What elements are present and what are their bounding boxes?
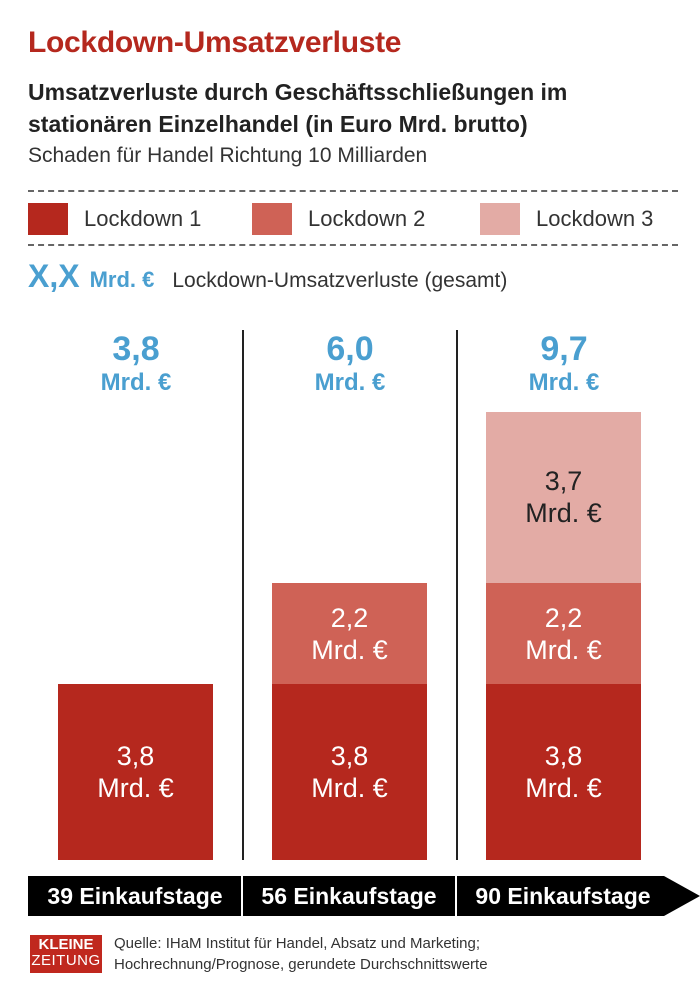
- category-label-3: 90 Einkaufstage: [475, 882, 651, 909]
- total-value: 6,0: [326, 330, 374, 368]
- data-label-unit: Mrd. €: [311, 773, 388, 804]
- source-line-2: Hochrechnung/Prognose, gerundete Durchsc…: [114, 956, 488, 973]
- legend-swatch-lockdown-2: [252, 203, 292, 235]
- category-label-2: 56 Einkaufstage: [261, 882, 437, 909]
- total-key-label: Lockdown-Umsatzverluste (gesamt): [172, 269, 508, 292]
- total-key-unit: Mrd. €: [89, 267, 155, 292]
- total-label-1: 3,8 Mrd. €: [56, 330, 216, 398]
- bar-segment-1-lockdown-1: 3,8 Mrd. €: [58, 684, 213, 860]
- total-key-symbol: X,X: [28, 258, 80, 294]
- data-label-unit: Mrd. €: [311, 634, 388, 665]
- legend-item-lockdown-2: Lockdown 2: [252, 202, 425, 236]
- column-divider-2: [456, 330, 458, 860]
- data-label-value: 2,2: [544, 602, 583, 633]
- data-label-unit: Mrd. €: [525, 634, 602, 665]
- data-label-value: 3,8: [544, 741, 583, 772]
- chart-note: Schaden für Handel Richtung 10 Milliarde…: [28, 144, 428, 167]
- bar-segment-2-lockdown-1: 3,8 Mrd. €: [272, 684, 427, 860]
- total-legend-key: X,X Mrd. € Lockdown-Umsatzverluste (gesa…: [28, 258, 507, 295]
- data-label-value: 3,7: [544, 466, 583, 497]
- source-note: Quelle: IHaM Institut für Handel, Absatz…: [114, 933, 488, 975]
- legend-swatch-lockdown-3: [480, 203, 520, 235]
- total-unit: Mrd. €: [100, 369, 172, 396]
- legend-label-lockdown-2: Lockdown 2: [308, 206, 426, 231]
- data-label-value: 2,2: [330, 602, 369, 633]
- logo-line-1: KLEINE: [38, 936, 94, 953]
- total-value: 9,7: [540, 330, 588, 368]
- total-label-2: 6,0 Mrd. €: [270, 330, 430, 398]
- chart-title: Lockdown-Umsatzverluste: [28, 26, 402, 59]
- kleine-zeitung-logo: KLEINE ZEITUNG: [30, 935, 102, 973]
- timeline-arrow-shape: [28, 876, 700, 916]
- data-label-unit: Mrd. €: [525, 773, 602, 804]
- legend-label-lockdown-1: Lockdown 1: [84, 206, 202, 231]
- dashed-divider-top: [28, 190, 678, 192]
- legend-swatch-lockdown-1: [28, 203, 68, 235]
- bar-segment-3-lockdown-3: 3,7 Mrd. €: [486, 411, 641, 583]
- legend-item-lockdown-1: Lockdown 1: [28, 202, 201, 236]
- dashed-divider-mid: [28, 244, 678, 246]
- total-label-3: 9,7 Mrd. €: [484, 330, 644, 398]
- category-label-1: 39 Einkaufstage: [47, 882, 223, 909]
- source-line-1: Quelle: IHaM Institut für Handel, Absatz…: [114, 935, 481, 952]
- legend-item-lockdown-3: Lockdown 3: [480, 202, 653, 236]
- chart-subtitle: Umsatzverluste durch Geschäftsschließung…: [28, 79, 568, 137]
- bar-segment-3-lockdown-1: 3,8 Mrd. €: [486, 684, 641, 860]
- data-label-value: 3,8: [116, 741, 155, 772]
- data-label-unit: Mrd. €: [97, 773, 174, 804]
- column-divider-1: [242, 330, 244, 860]
- bar-segment-3-lockdown-2: 2,2 Mrd. €: [486, 582, 641, 685]
- total-value: 3,8: [112, 330, 160, 368]
- data-label-value: 3,8: [330, 741, 369, 772]
- logo-line-2: ZEITUNG: [31, 952, 101, 969]
- total-unit: Mrd. €: [314, 369, 386, 396]
- bar-segment-2-lockdown-2: 2,2 Mrd. €: [272, 582, 427, 685]
- total-unit: Mrd. €: [528, 369, 600, 396]
- data-label-unit: Mrd. €: [525, 498, 602, 529]
- legend-label-lockdown-3: Lockdown 3: [536, 206, 654, 231]
